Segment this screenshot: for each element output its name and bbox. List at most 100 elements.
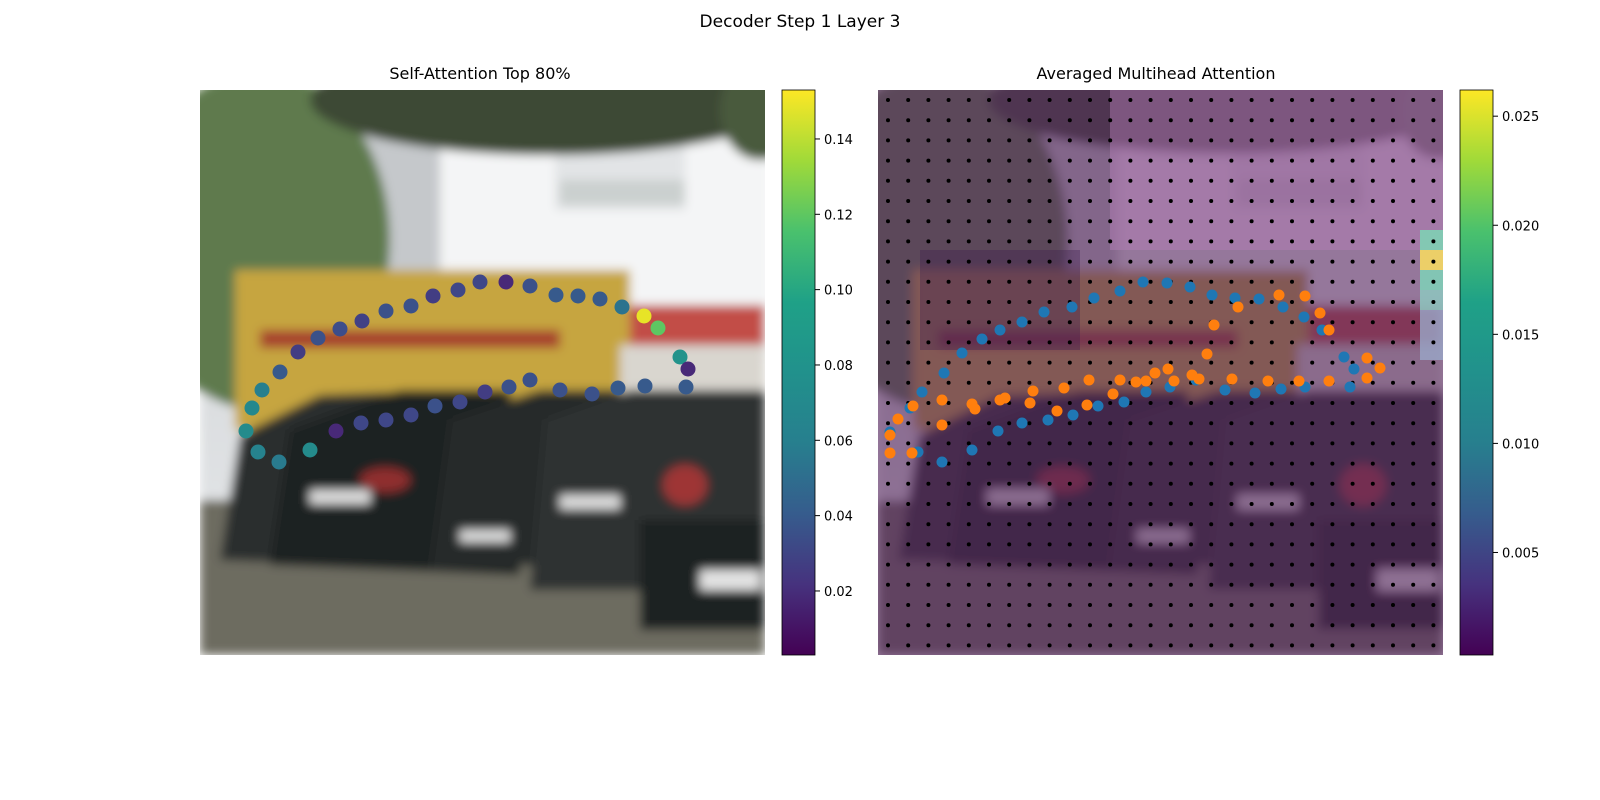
grid-dot	[1067, 623, 1072, 628]
grid-dot	[1108, 603, 1113, 607]
grid-dot	[1189, 178, 1193, 183]
grid-dot	[926, 279, 931, 284]
grid-dot	[1067, 562, 1072, 567]
grid-dot	[1108, 562, 1113, 567]
grid-dot	[1007, 320, 1012, 325]
grid-dot	[906, 239, 911, 244]
grid-dot	[1209, 461, 1214, 466]
grid-dot	[1431, 522, 1436, 527]
grid-dot	[1411, 340, 1416, 345]
grid-dot	[926, 441, 931, 446]
grid-dot	[1350, 178, 1355, 183]
grid-dot	[926, 401, 931, 405]
grid-dot	[1108, 502, 1113, 506]
grid-dot	[1007, 481, 1012, 486]
right-series0-point-31	[1118, 396, 1130, 408]
grid-dot	[1189, 360, 1193, 365]
grid-dot	[1350, 542, 1355, 547]
grid-dot	[966, 502, 971, 506]
left-scatter	[238, 274, 696, 470]
grid-dot	[926, 603, 931, 607]
grid-dot	[1310, 380, 1315, 385]
grid-dot	[1108, 300, 1113, 304]
left-point-22	[680, 361, 696, 377]
grid-dot	[946, 643, 951, 648]
left-panel-title: Self-Attention Top 80%	[389, 64, 571, 83]
grid-dot	[886, 441, 890, 446]
grid-dot	[1431, 360, 1436, 365]
grid-dot	[1189, 421, 1193, 426]
left-point-13	[498, 274, 514, 290]
left-point-19	[636, 308, 652, 324]
grid-dot	[1411, 158, 1416, 163]
grid-dot	[1209, 562, 1214, 567]
grid-dot	[1168, 138, 1173, 143]
grid-dot	[1168, 623, 1173, 628]
left-point-1	[244, 400, 260, 416]
grid-dot	[1249, 199, 1254, 203]
grid-dot	[1391, 542, 1395, 547]
right-series0-point-17	[1253, 293, 1265, 305]
grid-dot	[1310, 259, 1315, 264]
grid-dot	[1391, 502, 1395, 506]
grid-dot	[1229, 340, 1234, 345]
grid-dot	[1229, 219, 1234, 224]
grid-dot	[1229, 401, 1234, 405]
grid-dot	[1290, 360, 1294, 365]
grid-dot	[1249, 522, 1254, 527]
grid-dot	[1027, 259, 1032, 264]
grid-dot	[1411, 380, 1416, 385]
grid-dot	[1290, 542, 1294, 547]
right-series0-point-16	[1229, 292, 1241, 304]
grid-dot	[1350, 623, 1355, 628]
grid-dot	[1249, 340, 1254, 345]
grid-dot	[946, 380, 951, 385]
grid-dot	[1431, 158, 1436, 163]
grid-dot	[906, 643, 911, 648]
grid-dot	[1148, 340, 1153, 345]
grid-dot	[1128, 562, 1133, 567]
grid-dot	[966, 340, 971, 345]
right-series0-point-36	[992, 425, 1004, 437]
grid-dot	[906, 582, 911, 587]
grid-dot	[1209, 340, 1214, 345]
grid-dot	[926, 239, 931, 244]
grid-dot	[966, 643, 971, 648]
grid-dot	[1431, 481, 1436, 486]
grid-dot	[886, 603, 890, 607]
grid-dot	[966, 178, 971, 183]
grid-dot	[1007, 582, 1012, 587]
grid-dot	[1411, 360, 1416, 365]
grid-dot	[1067, 138, 1072, 143]
grid-dot	[926, 199, 931, 203]
grid-dot	[1370, 643, 1375, 648]
grid-dot	[1027, 502, 1032, 506]
grid-dot	[1290, 158, 1294, 163]
grid-dot	[926, 421, 931, 426]
grid-dot	[926, 582, 931, 587]
grid-dot	[946, 138, 951, 143]
grid-dot	[1148, 259, 1153, 264]
grid-dot	[1229, 481, 1234, 486]
grid-dot	[1067, 441, 1072, 446]
grid-dot	[1047, 461, 1052, 466]
grid-dot	[1411, 401, 1416, 405]
grid-dot	[1431, 279, 1436, 284]
left-cbar-ticks-label-4: 0.10	[824, 284, 853, 299]
grid-dot	[1209, 259, 1214, 264]
grid-dot	[1168, 340, 1173, 345]
grid-dot	[1370, 158, 1375, 163]
grid-dot	[1269, 643, 1274, 648]
grid-dot	[987, 421, 991, 426]
grid-dot	[1067, 582, 1072, 587]
grid-dot	[1148, 582, 1153, 587]
grid-dot	[1431, 259, 1436, 264]
left-point-35	[353, 415, 369, 431]
right-series0-point-38	[936, 456, 948, 468]
grid-dot	[1047, 401, 1052, 405]
grid-dot	[1088, 623, 1092, 628]
grid-dot	[1047, 98, 1052, 102]
left-image	[200, 90, 765, 655]
grid-dot	[1391, 158, 1395, 163]
grid-dot	[1431, 340, 1436, 345]
